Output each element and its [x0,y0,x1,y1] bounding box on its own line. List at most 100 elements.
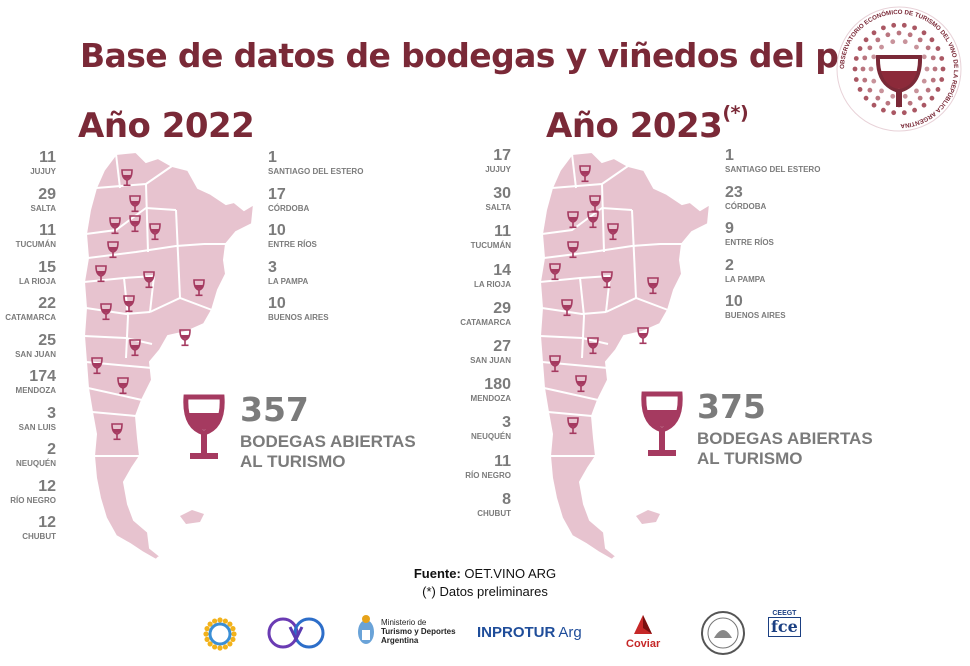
province-stat: 3 LA PAMPA [268,258,308,286]
province-name: NEUQUÉN [470,432,511,442]
coviar-text: Coviar [626,638,661,650]
source-value: OET.VINO ARG [464,566,557,581]
province-count: 11 [39,222,56,239]
wine-glass-marker-icon [149,223,161,241]
wine-glass-marker-icon [647,277,659,295]
province-count: 30 [493,185,511,203]
province-count: 29 [38,185,56,203]
university-seal-logo [700,610,746,656]
wine-glass-marker-icon [579,165,591,183]
province-stat: 17 CÓRDOBA [268,186,309,213]
province-count: 15 [38,258,56,276]
source-label: Fuente: [413,566,461,581]
province-stat: 29 CATAMARCA [451,299,511,327]
province-name: CATAMARCA [5,313,56,322]
islands-shape [180,510,204,524]
wine-glass-marker-icon [193,279,205,297]
wine-glass-marker-icon [179,329,191,347]
province-name: JUJUY [485,165,511,174]
wine-glass-marker-icon [587,211,599,229]
wine-glass-marker-icon [91,357,103,375]
wine-glass-marker-icon [117,377,129,395]
province-border [87,387,143,401]
province-count: 10 [268,295,286,312]
province-stat: 2 NEUQUÉN [0,442,56,468]
province-stat: 180 MENDOZA [451,377,511,403]
province-count: 22 [38,295,56,312]
province-stat: 174 MENDOZA [0,369,56,395]
wine-glass-marker-icon [637,327,649,345]
province-border [149,275,155,313]
wine-glass-icon [182,393,226,468]
province-border [85,307,151,316]
province-border [91,411,137,417]
wine-glass-marker-icon [587,337,599,355]
province-border [175,209,181,299]
province-name: SALTA [30,203,56,213]
ministerio-line1: Ministerio de [381,617,427,627]
province-name: SANTIAGO DEL ESTERO [725,165,821,174]
observatory-seal-logo: OBSERVATORIO ECONÓMICO DE TURISMO DEL VI… [835,5,963,133]
province-stat: 10 BUENOS AIRES [725,294,786,320]
total-2023: 375 BODEGAS ABIERTAS AL TURISMO [697,390,897,468]
province-count: 27 [493,338,511,355]
province-stat: 3 NEUQUÉN [451,415,511,441]
wine-glass-marker-icon [129,215,141,233]
wine-glass-marker-icon [100,303,112,321]
ceegt-text: CEEGT [772,610,797,617]
province-border [605,275,611,313]
province-name: ENTRE RÍOS [268,240,317,249]
province-name: NEUQUÉN [15,459,56,468]
wine-glass-marker-icon [123,295,135,313]
total-2022-label: BODEGAS ABIERTAS AL TURISMO [240,432,416,471]
province-count: 3 [502,414,511,432]
province-count: 25 [38,331,56,349]
province-count: 3 [268,258,277,276]
province-name: TUCUMÁN [470,241,511,251]
wine-glass-marker-icon [601,271,613,289]
province-border [601,183,605,253]
province-count: 29 [493,299,511,317]
province-stat: 1 SANTIAGO DEL ESTERO [725,148,820,174]
province-count: 11 [39,149,56,166]
va-logo [266,616,326,650]
wine-glass-marker-icon [567,241,579,259]
province-count: 14 [493,261,511,279]
province-border [125,315,129,359]
country-outline [82,150,256,562]
province-name: SAN JUAN [470,356,511,365]
province-stat: 15 LA RIOJA [0,258,56,286]
province-stat: 11 TUCUMÁN [451,224,511,250]
year-2022-label: Año 2022 [78,106,255,146]
province-name: SALTA [485,203,511,213]
province-stat: 1 SANTIAGO DEL ESTERO [268,150,363,176]
ceegt-fce-logo: CEEGT fce [768,610,801,637]
province-count: 174 [29,368,56,385]
province-stat: 25 SAN JUAN [0,331,56,359]
province-name: LA RIOJA [18,276,56,286]
province-name: LA PAMPA [725,274,766,284]
province-stat: 3 SAN LUIS [0,404,56,432]
province-name: CHUBUT [22,532,56,541]
year-2022-heading: Año 2022 [78,106,255,146]
province-border [83,335,153,345]
province-stat: 27 SAN JUAN [451,339,511,365]
wine-glass-marker-icon [107,241,119,259]
province-border [149,296,213,313]
province-border [605,296,669,313]
province-stat: 9 ENTRE RÍOS [725,221,774,247]
province-border [541,307,607,316]
province-stat: 23 CÓRDOBA [725,184,767,211]
province-count: 3 [47,404,56,422]
province-stat: 10 BUENOS AIRES [268,296,329,322]
province-name: CÓRDOBA [725,201,767,211]
province-name: JUJUY [30,167,56,176]
province-name: ENTRE RÍOS [725,238,774,247]
province-stat: 11 RÍO NEGRO [451,453,511,480]
province-border [571,153,577,189]
source-line: Fuente: OET.VINO ARG [300,565,670,583]
province-name: SAN LUIS [18,422,56,432]
province-name: MENDOZA [15,386,56,395]
province-count: 1 [725,147,734,164]
province-count: 10 [725,293,743,310]
